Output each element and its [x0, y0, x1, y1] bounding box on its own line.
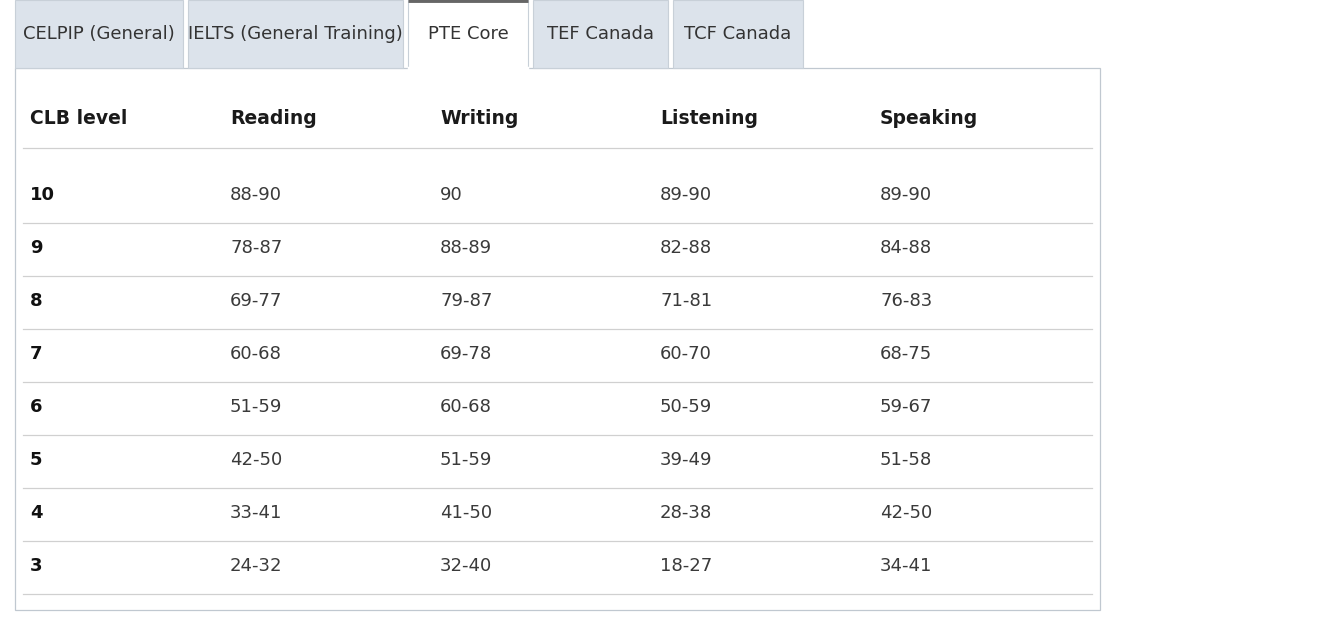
Text: Reading: Reading	[230, 108, 316, 128]
Text: 89-90: 89-90	[659, 186, 712, 204]
Bar	[15, 68, 1100, 610]
Text: 50-59: 50-59	[659, 398, 713, 416]
Text: 76-83: 76-83	[880, 292, 932, 310]
Text: 82-88: 82-88	[659, 239, 712, 257]
Text: 18-27: 18-27	[659, 557, 713, 575]
Text: 28-38: 28-38	[659, 504, 713, 522]
Text: 84-88: 84-88	[880, 239, 932, 257]
Text: PTE Core: PTE Core	[427, 25, 509, 43]
Text: 5: 5	[29, 451, 43, 469]
Text: 32-40: 32-40	[441, 557, 493, 575]
Text: 79-87: 79-87	[441, 292, 493, 310]
Bar	[673, 0, 802, 68]
Text: 6: 6	[29, 398, 43, 416]
Text: 78-87: 78-87	[230, 239, 282, 257]
Text: 90: 90	[441, 186, 463, 204]
Text: 71-81: 71-81	[659, 292, 712, 310]
Text: 60-68: 60-68	[441, 398, 491, 416]
Text: 7: 7	[29, 345, 43, 363]
Text: 34-41: 34-41	[880, 557, 932, 575]
Text: Listening: Listening	[659, 108, 758, 128]
Text: IELTS (General Training): IELTS (General Training)	[188, 25, 403, 43]
Bar	[188, 0, 403, 68]
Text: 9: 9	[29, 239, 43, 257]
Text: 59-67: 59-67	[880, 398, 932, 416]
Text: CLB level: CLB level	[29, 108, 127, 128]
Text: Writing: Writing	[441, 108, 518, 128]
Text: 69-77: 69-77	[230, 292, 283, 310]
Bar	[15, 0, 183, 68]
Text: CELPIP (General): CELPIP (General)	[23, 25, 175, 43]
Text: 8: 8	[29, 292, 43, 310]
Text: Speaking: Speaking	[880, 108, 979, 128]
Text: 10: 10	[29, 186, 55, 204]
Text: 33-41: 33-41	[230, 504, 283, 522]
Text: 51-59: 51-59	[230, 398, 283, 416]
Text: TEF Canada: TEF Canada	[547, 25, 654, 43]
Text: 39-49: 39-49	[659, 451, 713, 469]
Text: 3: 3	[29, 557, 43, 575]
Text: TCF Canada: TCF Canada	[685, 25, 792, 43]
Text: 89-90: 89-90	[880, 186, 932, 204]
Text: 42-50: 42-50	[880, 504, 932, 522]
Text: 24-32: 24-32	[230, 557, 283, 575]
Text: 42-50: 42-50	[230, 451, 282, 469]
Text: 88-89: 88-89	[441, 239, 493, 257]
Text: 60-70: 60-70	[659, 345, 712, 363]
Text: 51-58: 51-58	[880, 451, 932, 469]
Text: 51-59: 51-59	[441, 451, 493, 469]
Text: 60-68: 60-68	[230, 345, 282, 363]
Text: 68-75: 68-75	[880, 345, 932, 363]
Text: 41-50: 41-50	[441, 504, 493, 522]
Text: 69-78: 69-78	[441, 345, 493, 363]
Bar	[533, 0, 668, 68]
Bar	[409, 0, 529, 68]
Text: 4: 4	[29, 504, 43, 522]
Text: 88-90: 88-90	[230, 186, 282, 204]
